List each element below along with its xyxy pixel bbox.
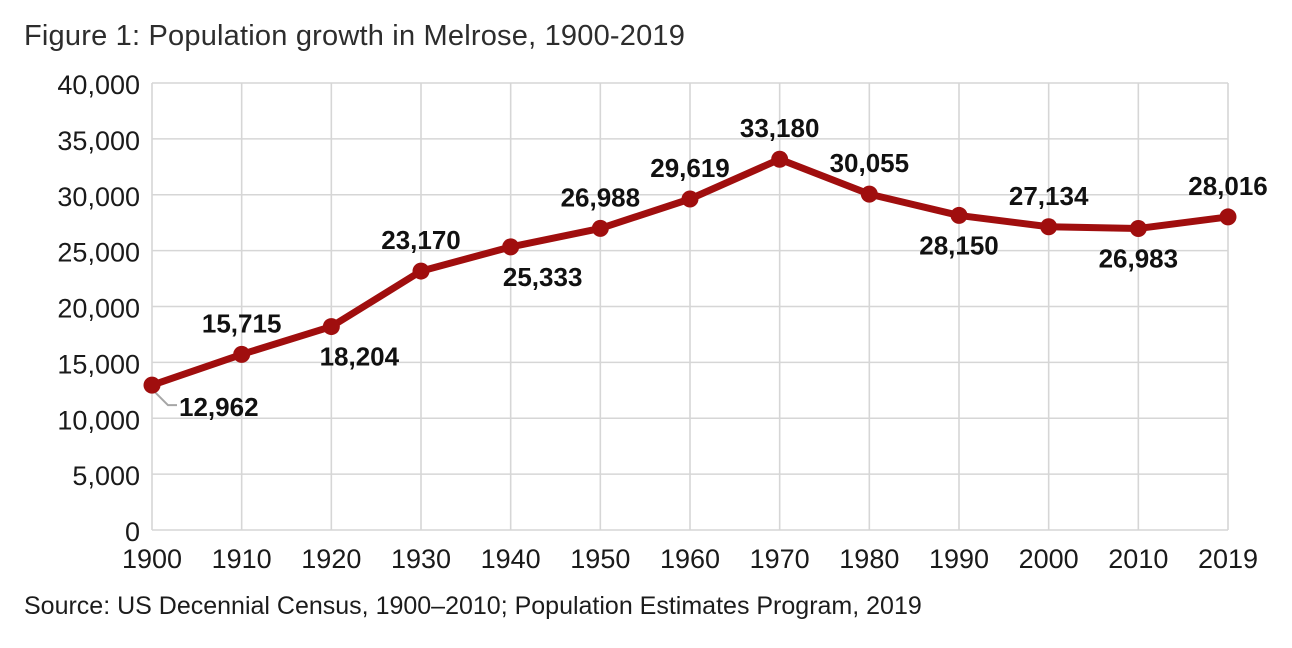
y-tick-label: 25,000	[57, 238, 140, 268]
data-point	[502, 238, 520, 256]
data-point	[1040, 218, 1058, 236]
data-label: 33,180	[740, 113, 820, 143]
x-tick-label: 1920	[301, 544, 361, 574]
data-point	[143, 376, 161, 394]
y-tick-label: 15,000	[57, 349, 140, 379]
data-point	[771, 150, 789, 168]
data-label: 28,016	[1188, 171, 1268, 201]
data-point	[950, 206, 968, 224]
data-label: 23,170	[381, 225, 461, 255]
figure-title: Figure 1: Population growth in Melrose, …	[24, 20, 686, 52]
data-label: 12,962	[179, 392, 259, 422]
x-tick-label: 1950	[570, 544, 630, 574]
x-tick-label: 2010	[1108, 544, 1168, 574]
x-tick-label: 2000	[1019, 544, 1079, 574]
x-tick-label: 1980	[839, 544, 899, 574]
x-tick-label: 1970	[750, 544, 810, 574]
y-tick-label: 5,000	[72, 461, 140, 491]
data-label: 29,619	[650, 153, 730, 183]
data-label: 26,988	[561, 182, 641, 212]
y-tick-label: 20,000	[57, 294, 140, 324]
x-tick-label: 1940	[481, 544, 541, 574]
data-label: 30,055	[830, 148, 910, 178]
data-label: 28,150	[919, 230, 999, 260]
source-note: Source: US Decennial Census, 1900–2010; …	[24, 592, 922, 620]
data-point	[860, 185, 878, 203]
data-label: 25,333	[503, 262, 583, 292]
data-point	[1219, 208, 1237, 226]
data-point	[412, 262, 430, 280]
data-label: 27,134	[1009, 181, 1089, 211]
y-tick-label: 10,000	[57, 405, 140, 435]
data-point	[591, 219, 609, 237]
x-tick-label: 1990	[929, 544, 989, 574]
data-point	[1129, 219, 1147, 237]
data-label: 15,715	[202, 308, 282, 338]
data-point	[322, 318, 340, 336]
x-tick-label: 1910	[212, 544, 272, 574]
data-label: 26,983	[1099, 243, 1179, 273]
y-tick-label: 30,000	[57, 182, 140, 212]
x-tick-label: 1930	[391, 544, 451, 574]
y-tick-label: 0	[125, 517, 140, 547]
x-tick-label: 2019	[1198, 544, 1258, 574]
y-tick-label: 40,000	[57, 70, 140, 100]
leader-line	[153, 390, 177, 407]
x-tick-label: 1960	[660, 544, 720, 574]
data-point	[233, 345, 251, 363]
data-point	[681, 190, 699, 208]
x-tick-label: 1900	[122, 544, 182, 574]
y-tick-label: 35,000	[57, 126, 140, 156]
data-label: 18,204	[320, 342, 400, 372]
